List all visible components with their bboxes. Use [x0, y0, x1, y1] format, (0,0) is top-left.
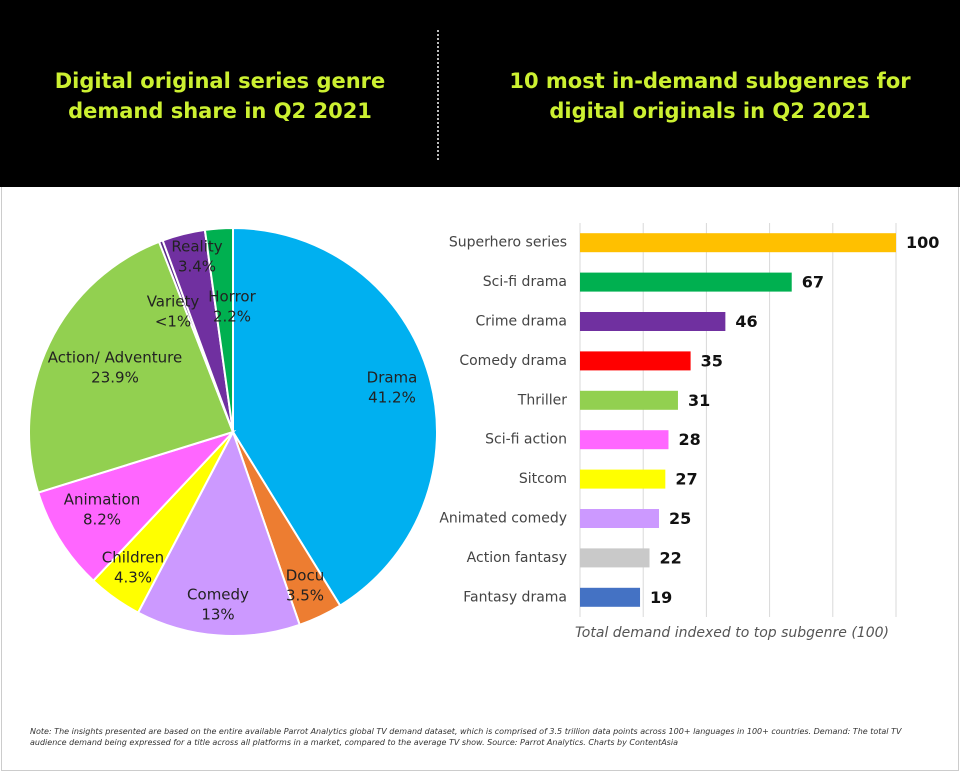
bar	[580, 272, 792, 292]
chart-title: 10 most in-demand subgenres for digital …	[509, 69, 911, 123]
bar-value: 19	[650, 588, 672, 607]
bar	[580, 548, 650, 568]
bar	[580, 509, 659, 528]
pie-slice	[136, 429, 301, 637]
y-tick-label: Comedy drama	[459, 353, 567, 369]
slice-label: Animation	[64, 491, 140, 509]
slice-value: 4.3%	[114, 569, 152, 587]
bar-value: 31	[688, 391, 710, 410]
slice-label: Action/ Adventure	[48, 349, 182, 367]
footnote: Note: The insights presented are based o…	[30, 727, 902, 747]
bar	[580, 430, 669, 450]
y-tick-label: Superhero series	[449, 235, 567, 251]
frame	[1, 187, 959, 771]
pie-slice	[203, 226, 234, 433]
slice-value: 3.4%	[178, 258, 216, 276]
y-tick-label: Animated comedy	[439, 511, 567, 527]
slice-label: Horror	[208, 288, 256, 306]
y-tick-label: Action fantasy	[467, 550, 567, 566]
bar-value: 22	[660, 548, 682, 567]
pie-slice	[36, 429, 237, 583]
slice-value: 23.9%	[91, 369, 139, 387]
bar-value: 25	[669, 509, 691, 528]
slice-label: Comedy	[187, 586, 249, 604]
x-axis-label: Total demand indexed to top subgenre (10…	[575, 625, 889, 641]
slice-label: Docu	[286, 567, 324, 585]
bar-value: 28	[678, 430, 700, 449]
bar	[580, 351, 691, 371]
slice-value: 8.2%	[83, 511, 121, 529]
slice-label: Variety	[147, 293, 200, 311]
bar-value: 35	[701, 351, 723, 370]
bar	[580, 312, 726, 331]
bar-value: 100	[906, 233, 939, 252]
y-tick-label: Sitcom	[519, 471, 567, 487]
slice-label: Children	[102, 549, 164, 567]
y-tick-label: Fantasy drama	[463, 589, 567, 605]
pie-slice	[232, 226, 438, 607]
y-tick-label: Thriller	[517, 392, 567, 408]
bar	[580, 233, 896, 253]
slice-label: Reality	[171, 238, 222, 256]
bar-value: 67	[802, 273, 824, 292]
y-tick-label: Sci-fi drama	[483, 274, 567, 290]
bar	[580, 390, 678, 410]
chart-title: Digital original series genre demand sha…	[54, 69, 386, 123]
slice-value: <1%	[155, 313, 191, 331]
slice-value: 41.2%	[368, 389, 416, 407]
y-tick-label: Crime drama	[475, 314, 567, 330]
slice-label: Drama	[367, 369, 418, 387]
bar	[580, 587, 641, 607]
bar-value: 27	[675, 470, 697, 489]
bar-value: 46	[735, 312, 757, 331]
divider	[437, 30, 439, 160]
pie-slice	[28, 240, 235, 494]
header-band	[0, 0, 960, 187]
bar	[580, 469, 666, 489]
y-tick-label: Sci-fi action	[485, 432, 567, 448]
slice-value: 13%	[201, 606, 234, 624]
slice-value: 2.2%	[213, 308, 251, 326]
slice-value: 3.5%	[286, 587, 324, 605]
